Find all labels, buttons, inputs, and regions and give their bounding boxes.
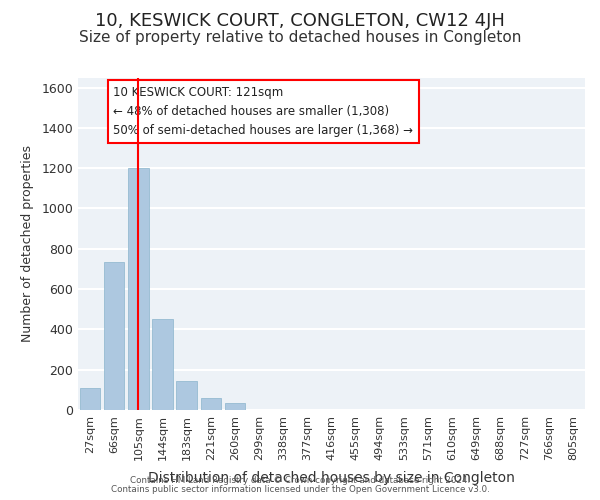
Bar bbox=[104, 262, 124, 410]
Text: Contains public sector information licensed under the Open Government Licence v3: Contains public sector information licen… bbox=[110, 485, 490, 494]
X-axis label: Distribution of detached houses by size in Congleton: Distribution of detached houses by size … bbox=[148, 471, 515, 485]
Text: Size of property relative to detached houses in Congleton: Size of property relative to detached ho… bbox=[79, 30, 521, 45]
Bar bbox=[80, 388, 100, 410]
Bar bbox=[224, 403, 245, 410]
Text: Contains HM Land Registry data © Crown copyright and database right 2024.: Contains HM Land Registry data © Crown c… bbox=[130, 476, 470, 485]
Text: 10 KESWICK COURT: 121sqm
← 48% of detached houses are smaller (1,308)
50% of sem: 10 KESWICK COURT: 121sqm ← 48% of detach… bbox=[113, 86, 413, 137]
Y-axis label: Number of detached properties: Number of detached properties bbox=[22, 145, 34, 342]
Bar bbox=[152, 320, 173, 410]
Bar bbox=[200, 398, 221, 410]
Bar bbox=[128, 168, 149, 410]
Bar bbox=[176, 381, 197, 410]
Text: 10, KESWICK COURT, CONGLETON, CW12 4JH: 10, KESWICK COURT, CONGLETON, CW12 4JH bbox=[95, 12, 505, 30]
